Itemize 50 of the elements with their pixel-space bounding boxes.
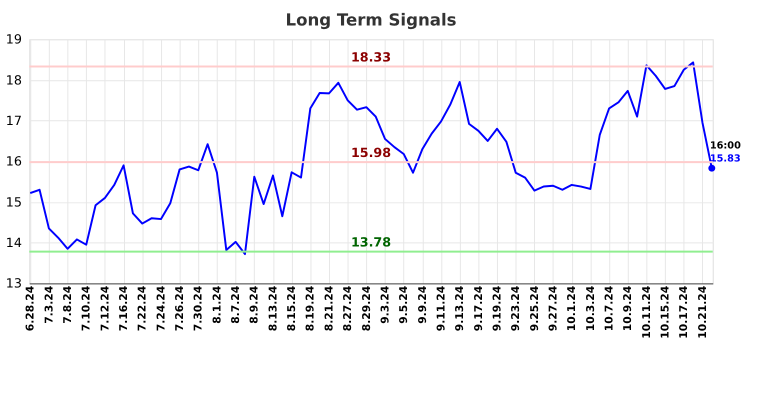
x-tick-label: 8.15.24 — [285, 286, 298, 332]
x-tick-label: 10.3.24 — [584, 286, 597, 332]
x-tick-label: 7.10.24 — [80, 286, 93, 332]
x-tick-label: 7.30.24 — [192, 286, 205, 332]
data-label: 15.83 — [710, 153, 741, 164]
x-tick-label: 10.15.24 — [658, 286, 672, 339]
y-tick-label: 16 — [6, 154, 22, 169]
x-tick-label: 9.17.24 — [472, 286, 485, 332]
y-tick-label: 15 — [6, 194, 22, 210]
ref-line-label: 13.78 — [350, 234, 392, 250]
x-tick-label: 8.27.24 — [341, 286, 354, 332]
x-tick-label: 10.1.24 — [565, 286, 578, 332]
ref-line-label: 18.33 — [350, 50, 392, 65]
x-tick-label: 9.19.24 — [490, 286, 504, 332]
x-tick-label: 8.29.24 — [360, 286, 373, 332]
y-tick-label: 14 — [6, 235, 22, 250]
x-tick-label: 10.17.24 — [677, 286, 690, 339]
x-tick-label: 8.7.24 — [229, 286, 242, 324]
x-tick-label: 9.3.24 — [378, 286, 392, 324]
y-tick-label: 18 — [6, 72, 22, 88]
x-tick-label: 7.3.24 — [42, 286, 56, 324]
y-tick-label: 19 — [6, 32, 22, 47]
x-tick-label: 8.9.24 — [248, 286, 261, 324]
x-tick-label: 10.9.24 — [621, 286, 634, 332]
x-tick-label: 7.16.24 — [117, 286, 130, 332]
x-tick-label: 7.12.24 — [98, 286, 112, 332]
y-tick-label: 13 — [6, 276, 22, 291]
x-tick-label: 7.24.24 — [154, 286, 168, 332]
x-tick-label: 10.21.24 — [696, 286, 709, 339]
x-tick-label: 9.25.24 — [528, 286, 541, 332]
x-tick-label: 9.11.24 — [434, 286, 448, 332]
x-tick-label: 7.8.24 — [60, 286, 74, 324]
x-tick-label: 9.27.24 — [546, 286, 560, 332]
x-tick-label: 8.19.24 — [304, 286, 317, 332]
x-tick-label: 8.1.24 — [210, 286, 224, 324]
chart-title: Long Term Signals — [286, 10, 457, 30]
x-tick-label: 9.23.24 — [509, 286, 522, 332]
x-tick-label: 7.26.24 — [173, 286, 186, 332]
ref-line-label: 15.98 — [350, 145, 392, 160]
x-tick-label: 9.13.24 — [453, 286, 466, 332]
x-tick-label: 10.7.24 — [602, 286, 616, 332]
x-tick-label: 8.13.24 — [266, 286, 280, 332]
x-tick-label: 9.5.24 — [397, 286, 410, 324]
x-tick-label: 8.21.24 — [322, 286, 336, 332]
x-tick-label: 10.11.24 — [640, 286, 653, 339]
x-tick-label: 6.28.24 — [24, 286, 37, 332]
x-tick-label: 7.22.24 — [136, 286, 149, 332]
annotation: 16:00 — [710, 140, 742, 152]
y-tick-label: 17 — [6, 113, 22, 128]
x-tick-label: 9.9.24 — [416, 286, 429, 324]
